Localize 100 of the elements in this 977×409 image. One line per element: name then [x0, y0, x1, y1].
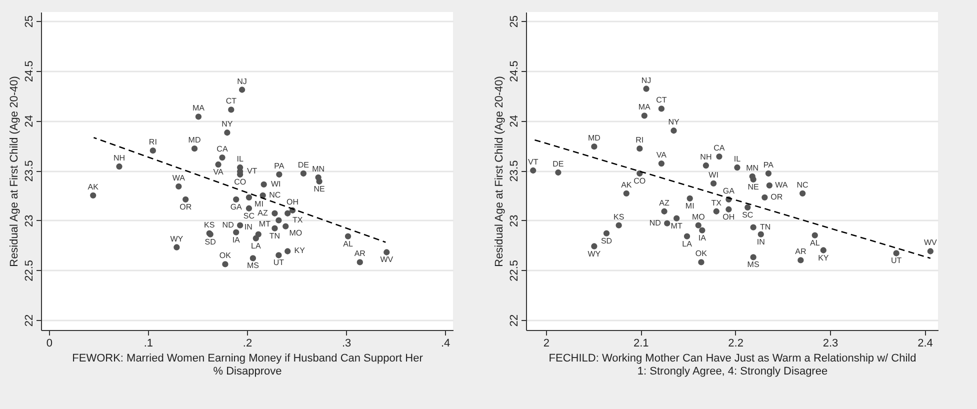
point — [224, 130, 230, 136]
point — [716, 153, 722, 160]
data-label: NE — [748, 182, 759, 192]
data-label: MT — [670, 221, 682, 230]
data-label: PA — [763, 160, 774, 170]
point — [530, 167, 536, 174]
data-label: DE — [552, 159, 564, 168]
point — [228, 106, 234, 113]
point — [591, 243, 598, 250]
data-label: RI — [148, 138, 157, 147]
x-tick-label: 2.3 — [822, 338, 838, 350]
x-axis-title: FECHILD: Working Mother Can Have Just as Warm a Relationship w/ Child 1: Strongly Agree, 4: Strongly Disagree — [548, 352, 916, 378]
point — [116, 163, 122, 170]
point — [219, 154, 226, 161]
data-label: OH — [722, 212, 735, 222]
data-label: NJ — [641, 76, 652, 85]
data-label: MA — [192, 104, 206, 113]
data-label: IA — [698, 233, 707, 242]
point — [713, 208, 720, 214]
data-label: MN — [746, 163, 759, 172]
point — [658, 106, 665, 112]
data-label: MO — [692, 212, 705, 222]
data-label: PA — [274, 161, 285, 170]
data-label: KS — [204, 220, 215, 230]
data-label: IL — [236, 154, 244, 164]
point — [812, 232, 818, 238]
data-label: MN — [312, 164, 325, 174]
point — [174, 244, 180, 250]
x-tick-label: 2.1 — [633, 338, 649, 350]
data-label: TN — [269, 231, 280, 240]
point — [384, 249, 390, 256]
point — [591, 144, 598, 150]
data-label: SD — [600, 236, 612, 246]
data-label: WI — [270, 179, 281, 188]
point — [798, 257, 804, 264]
data-label: WV — [924, 238, 938, 248]
point — [246, 205, 252, 212]
data-label: OR — [180, 202, 192, 212]
point — [623, 190, 630, 197]
point — [762, 194, 768, 200]
data-label: TN — [760, 222, 771, 232]
data-label: GA — [722, 186, 736, 196]
y-tick-label: 25 — [508, 15, 520, 28]
data-label: IN — [756, 237, 766, 246]
data-label: AK — [88, 182, 100, 192]
x-tick-label: 0 — [46, 338, 52, 350]
data-label: IA — [232, 235, 241, 244]
point — [616, 222, 622, 228]
point — [176, 183, 182, 190]
point — [674, 215, 680, 222]
point — [276, 252, 282, 258]
data-label: OK — [695, 249, 708, 258]
data-label: KY — [818, 253, 830, 262]
data-label: IL — [734, 154, 742, 164]
data-label: CT — [226, 96, 237, 106]
data-label: AZ — [659, 198, 670, 208]
y-tick-label: 22.5 — [508, 260, 520, 282]
data-label: SC — [742, 210, 754, 220]
y-tick-label: 25 — [24, 15, 36, 28]
point — [695, 222, 702, 228]
point — [236, 222, 244, 228]
data-label: UT — [890, 256, 902, 266]
data-label: CT — [656, 96, 667, 105]
point — [255, 231, 262, 238]
data-label: LA — [682, 239, 693, 248]
data-label: CA — [714, 144, 726, 153]
data-label: VT — [246, 166, 258, 176]
point — [282, 223, 289, 230]
point — [820, 247, 826, 254]
point — [799, 190, 806, 197]
data-label: AR — [795, 247, 806, 256]
data-label: NH — [113, 154, 126, 163]
data-label: WV — [380, 255, 394, 264]
data-label: TX — [292, 215, 304, 224]
data-label: WA — [172, 173, 186, 182]
point — [246, 194, 252, 200]
point — [356, 259, 363, 266]
point — [316, 178, 322, 185]
point — [684, 233, 690, 240]
data-label: WA — [775, 180, 788, 190]
data-label: AL — [810, 238, 820, 248]
data-label: CO — [634, 176, 646, 186]
point — [215, 161, 222, 168]
point — [272, 225, 278, 232]
data-label: OR — [770, 192, 783, 202]
point — [222, 261, 228, 268]
data-label: MA — [638, 102, 652, 112]
data-label: WY — [170, 234, 184, 244]
data-label: AZ — [258, 208, 268, 218]
point — [90, 192, 96, 198]
y-tick-label: 23.5 — [24, 160, 36, 182]
point — [182, 196, 189, 202]
data-label: NJ — [237, 76, 247, 86]
y-tick-label: 22 — [508, 314, 520, 327]
point — [233, 229, 240, 236]
point — [766, 182, 772, 189]
x-tick-label: 2.2 — [728, 338, 744, 350]
data-label: MI — [685, 201, 694, 210]
data-label: UT — [273, 258, 284, 268]
y-axis-title: Residual Age at First Child (Age 20-40) — [494, 76, 506, 267]
